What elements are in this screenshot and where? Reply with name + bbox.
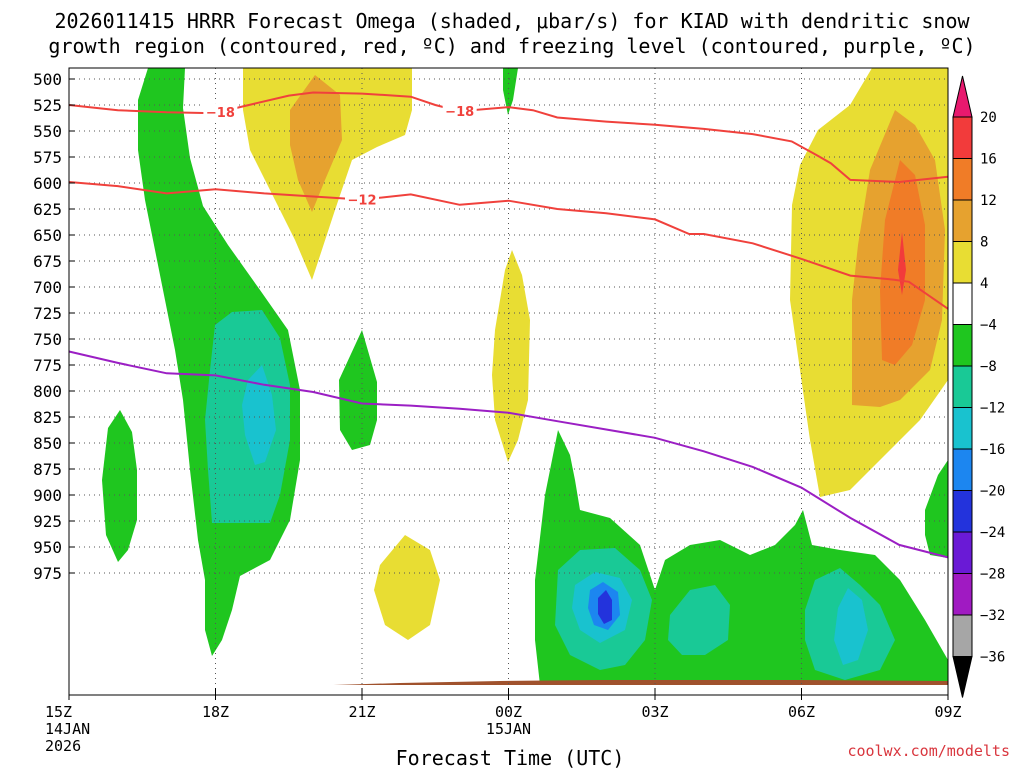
colorbar-bin: [952, 614, 973, 657]
y-tick-label: 775: [33, 356, 62, 375]
colorbar-label: 4: [980, 276, 988, 292]
colorbar-bin: [952, 116, 973, 159]
green-small-left: [102, 410, 137, 562]
y-tick-label: 550: [33, 122, 62, 141]
colorbar-label: −24: [980, 525, 1005, 541]
orange-upper-20z: [290, 75, 342, 212]
y-axis: 500 525 550 575 600 625 650 675 700 725 750 775 800 8…: [33, 70, 75, 583]
y-tick-label: 575: [33, 148, 62, 167]
darkblue-low-02z: [598, 590, 612, 624]
y-tick-label: 900: [33, 486, 62, 505]
x-tick-label: 06Z: [788, 703, 815, 721]
freezing-level-contour: [68, 350, 949, 559]
x-tick-label: 03Z: [641, 703, 668, 721]
colorbar-label: −32: [980, 608, 1005, 624]
colorbar-bin: [952, 448, 973, 491]
colorbar-triangle-bottom: [952, 656, 973, 698]
colorbar-bin: [952, 199, 973, 242]
y-tick-label: 625: [33, 200, 62, 219]
colorbar-bin: [952, 365, 973, 408]
colorbar-triangle-top: [952, 75, 973, 118]
colorbar-bin: [952, 490, 973, 533]
y-tick-label: 750: [33, 330, 62, 349]
y-tick-label: 925: [33, 512, 62, 531]
colorbar-bin: [952, 324, 973, 367]
colorbar-bin: [952, 531, 973, 574]
y-tick-label: 825: [33, 408, 62, 427]
colorbar-label: −8: [980, 359, 997, 375]
red-right-08z: [898, 232, 906, 295]
y-tick-label: 875: [33, 460, 62, 479]
contour-minus18-label: −18: [445, 105, 474, 120]
colorbar-bin: [952, 241, 973, 284]
colorbar-label: −20: [980, 484, 1005, 500]
y-tick-label: 700: [33, 278, 62, 297]
colorbar-label: −16: [980, 442, 1005, 458]
colorbar-bin: [952, 407, 973, 450]
contour-minus12-label-bg: [345, 190, 379, 208]
green-col-21z: [339, 330, 377, 450]
y-tick-label: 675: [33, 252, 62, 271]
x-tick-label: 15JAN: [486, 720, 531, 738]
contour-minus18-label: −18: [206, 106, 235, 121]
green-right-edge: [925, 460, 948, 558]
x-tick-label: 18Z: [202, 703, 229, 721]
colorbar-label: −4: [980, 318, 997, 334]
teal-low-04z: [668, 585, 730, 655]
x-tick-label: 15Z: [45, 703, 72, 721]
credit-text: coolwx.com/modelts: [847, 742, 1010, 760]
x-axis-label: Forecast Time (UTC): [396, 746, 625, 768]
x-tick-label: 21Z: [348, 703, 375, 721]
omega-shading: [69, 68, 948, 685]
colorbar-bin: [952, 158, 973, 201]
chart-title-line2: growth region (contoured, red, ºC) and f…: [48, 34, 975, 58]
y-tick-label: 600: [33, 174, 62, 193]
contour-minus12-label: −12: [348, 194, 377, 209]
y-tick-label: 850: [33, 434, 62, 453]
colorbar-label: −28: [980, 567, 1005, 583]
contour-lines: −18 −18 −12: [68, 91, 949, 559]
cyan-core-18z: [242, 365, 276, 465]
x-tick-label: 14JAN: [45, 720, 90, 738]
x-tick-label: 00Z: [495, 703, 522, 721]
y-tick-label: 800: [33, 382, 62, 401]
contour-minus12: [68, 181, 949, 310]
x-tick-label: 2026: [45, 737, 81, 755]
colorbar-label: 20: [980, 110, 997, 126]
colorbar-label: 12: [980, 193, 997, 209]
colorbar-label: 8: [980, 235, 988, 251]
contour-minus18-label-bg: [203, 103, 238, 121]
chart-title-line1: 2026011415 HRRR Forecast Omega (shaded, …: [54, 9, 970, 33]
y-tick-label: 975: [33, 564, 62, 583]
cyan-low-07z: [834, 588, 868, 665]
green-sliver-00z: [503, 68, 518, 115]
y-tick-label: 525: [33, 96, 62, 115]
y-tick-label: 650: [33, 226, 62, 245]
y-tick-label: 950: [33, 538, 62, 557]
y-tick-label: 725: [33, 304, 62, 323]
colorbar: 20 16 12 8 4 −4 −8 −12 −16 −20 −24 −28 −32 −36: [952, 75, 1005, 698]
contour-minus18-label-bg: [442, 102, 477, 120]
yellow-col-00z: [492, 250, 530, 462]
yellow-low-22z: [374, 535, 440, 640]
x-tick-label: 09Z: [934, 703, 961, 721]
y-tick-label: 500: [33, 70, 62, 89]
ground-surface: [333, 680, 948, 685]
colorbar-label: −12: [980, 401, 1005, 417]
colorbar-label: 16: [980, 152, 997, 168]
colorbar-label: −36: [980, 650, 1005, 666]
colorbar-bin: [952, 282, 973, 325]
colorbar-bin: [952, 573, 973, 616]
